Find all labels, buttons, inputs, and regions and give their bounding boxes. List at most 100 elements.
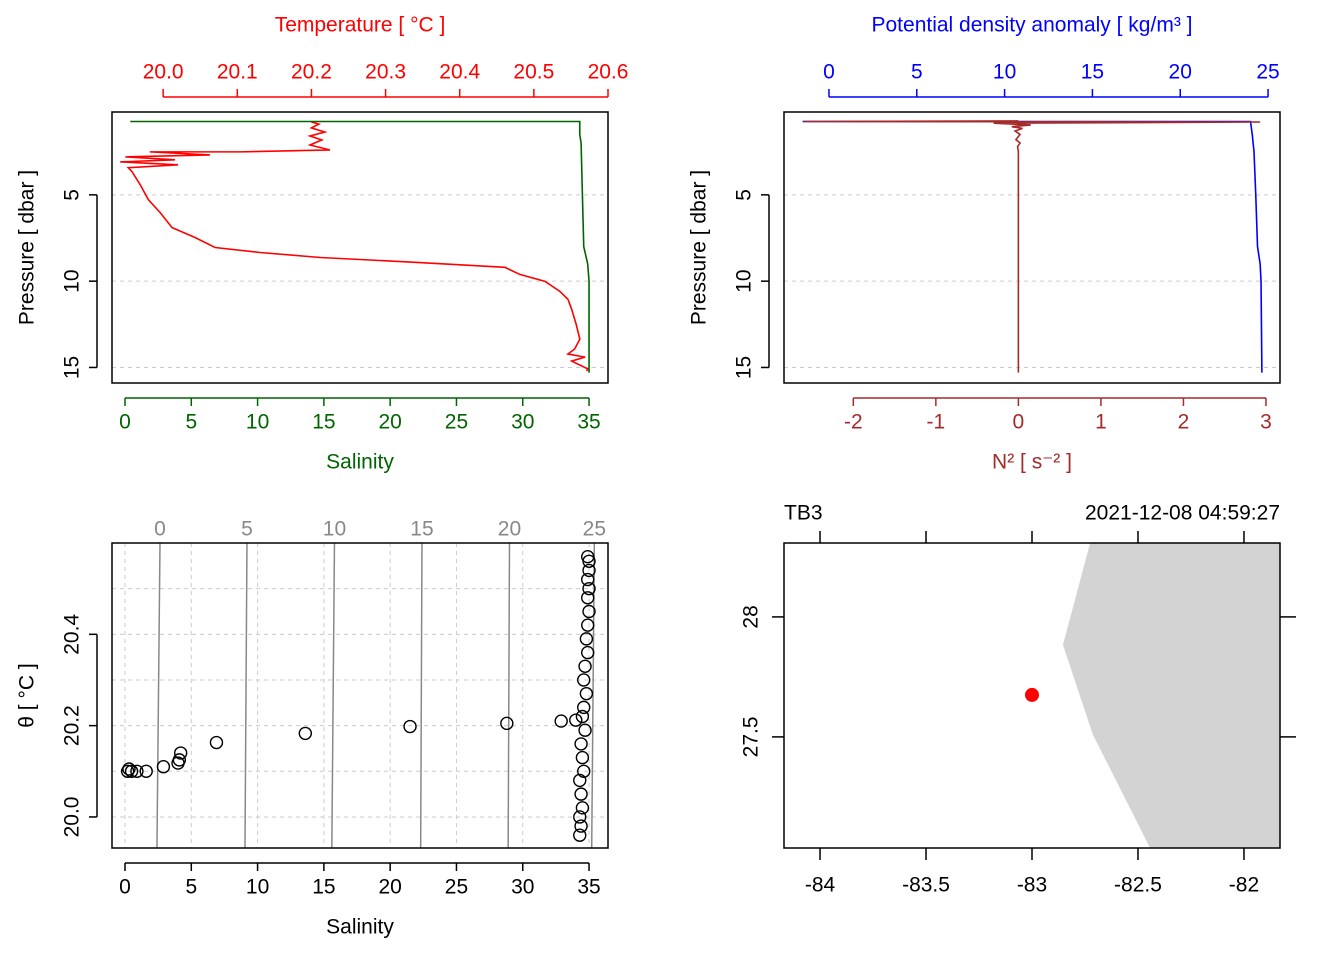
bottom-tick-label: -2 (844, 411, 863, 434)
ts-point (130, 764, 144, 778)
plot-frame (111, 542, 609, 849)
ts-point (581, 572, 595, 587)
bottom-tick-label: 0 (119, 876, 131, 899)
ts-point (581, 645, 595, 660)
isopycnal-label: 0 (154, 518, 166, 541)
station-time: 2021-12-08 04:59:27 (1085, 502, 1280, 525)
left-tick-label: 20.0 (61, 797, 84, 838)
bottom-tick-label: -82.5 (1114, 874, 1162, 897)
ts-point (573, 828, 587, 842)
station (1025, 687, 1039, 702)
top-tick-label: 25 (1256, 61, 1279, 84)
bottom-tick-label: 1 (1095, 411, 1107, 434)
ts-point (298, 726, 313, 741)
isopycnal-label: 5 (241, 518, 253, 541)
bottom-tick-label: 25 (445, 876, 468, 899)
bottom-tick-label: 5 (185, 876, 197, 899)
bottom-tick-label: 30 (511, 411, 534, 434)
top-tick-label: 5 (911, 61, 923, 84)
top-tick-label: 20.1 (217, 61, 258, 84)
profile-line (120, 121, 590, 372)
y-axis-title: θ [ °C ] (16, 663, 39, 727)
bottom-tick-label: 0 (119, 411, 131, 434)
profile-line (802, 120, 1263, 373)
ts-point (554, 714, 568, 728)
bottom-tick-label: 10 (246, 411, 269, 434)
ts-point (139, 764, 153, 778)
ts-point (579, 632, 594, 646)
ts-point (575, 709, 590, 724)
isopycnal (419, 542, 423, 849)
ts-point (172, 753, 187, 767)
bottom-tick-label: 25 (445, 411, 468, 434)
top-tick-label: 20.3 (365, 61, 406, 84)
ts-point (122, 762, 136, 776)
bottom-tick-label: -83 (1017, 874, 1047, 897)
left-tick-label: 10 (61, 269, 84, 292)
left-tick-label: 5 (61, 189, 84, 201)
isopycnal (156, 542, 161, 849)
bottom-tick-label: 20 (378, 411, 401, 434)
bottom-tick-label: 3 (1260, 411, 1272, 434)
ts-point (577, 673, 591, 687)
ts-point (575, 750, 590, 765)
x-axis-title: Salinity (326, 916, 394, 939)
y-axis-title: Pressure [ dbar ] (16, 170, 39, 325)
isopycnal (507, 542, 511, 849)
ts-point (156, 760, 171, 774)
ts-point (579, 686, 594, 701)
ts-point (574, 737, 588, 751)
left-tick-label: 15 (733, 356, 756, 379)
left-tick-label: 5 (733, 189, 756, 201)
ts-point (578, 723, 592, 737)
top-tick-label: 20.5 (513, 61, 554, 84)
left-tick-label: 15 (61, 356, 84, 379)
bottom-tick-label: 20 (378, 876, 401, 899)
top-tick-label: 20.6 (588, 61, 629, 84)
bottom-tick-label: 35 (577, 876, 600, 899)
isopycnal-label: 10 (323, 518, 346, 541)
ts-point (124, 764, 139, 778)
plot-frame (783, 111, 1281, 384)
left-tick-label: 20.4 (61, 614, 84, 655)
x2-axis-title: Potential density anomaly [ kg/m³ ] (872, 14, 1193, 37)
bottom-tick-label: 15 (312, 411, 335, 434)
profile-line (803, 120, 1261, 373)
ts-point (120, 764, 135, 778)
station-name: TB3 (784, 502, 823, 525)
bottom-tick-label: 30 (511, 876, 534, 899)
ts-point (403, 719, 417, 734)
isopycnal (590, 542, 596, 849)
ts-point (578, 659, 592, 673)
ts-point (575, 801, 590, 815)
isopycnal (244, 542, 248, 849)
profile-line (130, 120, 590, 373)
top-tick-label: 15 (1081, 61, 1104, 84)
isopycnal (331, 542, 336, 849)
ts-point (581, 549, 595, 564)
ts-point (582, 604, 596, 619)
ts-point (577, 700, 591, 715)
y-axis-title: Pressure [ dbar ] (688, 170, 711, 325)
left-tick-label: 27.5 (740, 716, 763, 757)
top-tick-label: 20.2 (291, 61, 332, 84)
ts-point (581, 618, 595, 632)
x2-axis-title: Temperature [ °C ] (275, 14, 446, 37)
ts-point (582, 563, 596, 578)
plot-frame (111, 111, 609, 384)
ts-point (577, 764, 591, 778)
ts-point (582, 581, 596, 596)
left-tick-label: 20.2 (61, 705, 84, 746)
left-tick-label: 28 (740, 605, 763, 628)
bottom-tick-label: 5 (185, 411, 197, 434)
bottom-tick-label: -1 (927, 411, 946, 434)
left-tick-label: 10 (733, 269, 756, 292)
top-tick-label: 0 (823, 61, 835, 84)
top-tick-label: 10 (993, 61, 1016, 84)
ts-point (573, 773, 587, 788)
bottom-tick-label: 15 (312, 876, 335, 899)
ts-point (581, 591, 595, 605)
ts-point (209, 735, 224, 750)
isopycnal-label: 20 (498, 518, 521, 541)
